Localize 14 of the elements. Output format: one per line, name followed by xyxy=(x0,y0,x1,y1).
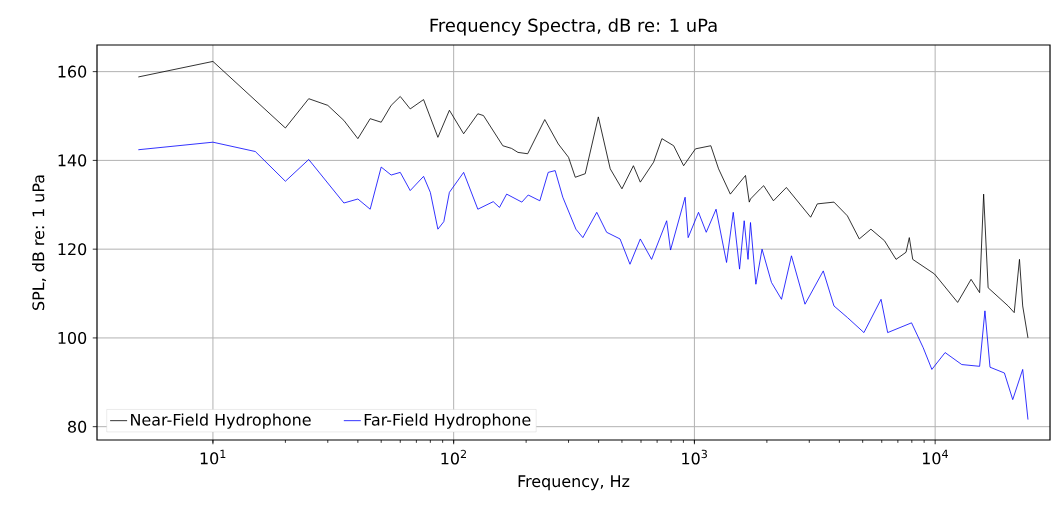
x-tick-label: 10$^{3}$ xyxy=(682,449,707,465)
legend-label: Far-Field Hydrophone xyxy=(364,413,531,429)
y-axis-title: SPL, dB re: 1 uPa xyxy=(32,175,46,310)
x-tick-label: 10$^{4}$ xyxy=(922,449,948,465)
y-tick-label: 100 xyxy=(58,331,87,344)
y-tick-label: 120 xyxy=(58,243,87,256)
y-tick-label: 140 xyxy=(58,154,87,167)
x-tick-label: 10$^{1}$ xyxy=(200,449,226,465)
y-tick-label: 80 xyxy=(68,420,87,433)
y-tick-label: 160 xyxy=(58,65,87,78)
x-tick-label: 10$^{2}$ xyxy=(441,449,466,465)
x-axis-title: Frequency, Hz xyxy=(518,475,630,491)
chart-title: Frequency Spectra, dB re: 1 uPa xyxy=(430,18,717,36)
legend-label: Near-Field Hydrophone xyxy=(131,413,311,429)
